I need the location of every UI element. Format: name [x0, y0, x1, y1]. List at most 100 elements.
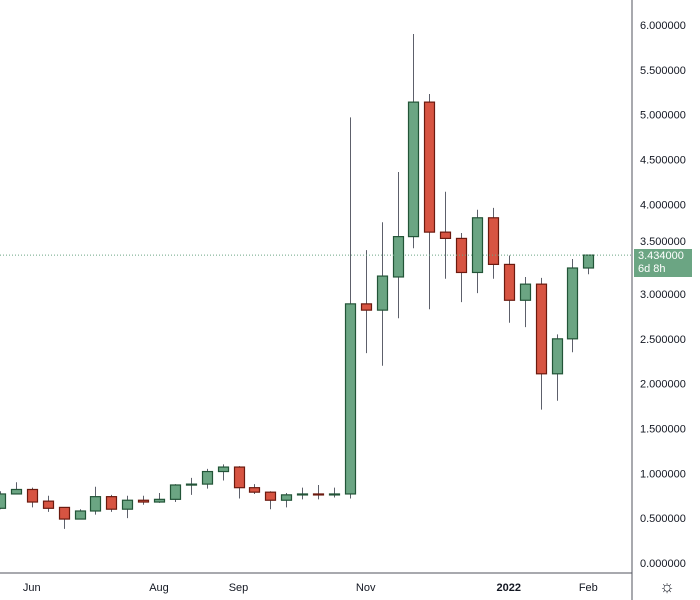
- candle-body-up: [217, 466, 230, 473]
- candle: [471, 209, 484, 294]
- candle: [566, 259, 579, 353]
- candle-body-up: [121, 499, 134, 510]
- candle-body-up: [392, 236, 405, 278]
- x-tick-label: Jun: [23, 582, 41, 594]
- x-tick-label: 2022: [497, 582, 521, 594]
- candle: [248, 484, 261, 494]
- candle-body-up: [296, 493, 309, 496]
- candle-body-up: [185, 483, 198, 486]
- candle: [535, 277, 548, 410]
- candle: [551, 334, 564, 401]
- candle: [392, 172, 405, 319]
- candle-body-down: [58, 506, 71, 520]
- y-tick-label: 1.500000: [640, 424, 686, 436]
- candle-body-up: [328, 493, 341, 496]
- candle: [42, 495, 55, 512]
- candle: [217, 464, 230, 481]
- last-price-badge: 3.434000 6d 8h: [634, 249, 692, 277]
- candle-body-down: [439, 231, 452, 240]
- candle-body-down: [137, 499, 150, 503]
- candle-body-down: [233, 466, 246, 489]
- candle: [407, 33, 420, 249]
- candle-body-down: [423, 101, 436, 233]
- candle-body-down: [105, 496, 118, 510]
- candle: [582, 254, 595, 275]
- candle: [153, 493, 166, 503]
- candle: [121, 495, 134, 519]
- candle-body-up: [344, 303, 357, 495]
- x-tick-label: Aug: [149, 582, 169, 594]
- gear-icon[interactable]: ☼: [659, 577, 675, 596]
- candle: [10, 482, 23, 495]
- x-tick-label: Nov: [356, 582, 376, 594]
- candle: [344, 117, 357, 499]
- candle: [185, 477, 198, 495]
- candle-body-down: [535, 283, 548, 375]
- candle-body-up: [551, 338, 564, 375]
- candle: [360, 250, 373, 354]
- candle: [487, 207, 500, 279]
- candle-body-up: [582, 254, 595, 269]
- candles: [0, 33, 595, 529]
- y-tick-label: 4.000000: [640, 199, 686, 211]
- candle: [169, 484, 182, 503]
- candle-body-up: [0, 493, 7, 509]
- candle-body-down: [487, 217, 500, 266]
- candle-body-up: [280, 494, 293, 501]
- candle: [137, 495, 150, 505]
- candle-body-down: [42, 500, 55, 509]
- candle-body-down: [360, 303, 373, 311]
- y-tick-label: 0.500000: [640, 513, 686, 525]
- y-tick-label: 3.500000: [640, 236, 686, 248]
- candle-body-up: [566, 267, 579, 340]
- candle-body-down: [264, 491, 277, 501]
- candle: [312, 484, 325, 500]
- candle: [105, 494, 118, 512]
- candle-body-up: [10, 488, 23, 495]
- last-price-value: 3.434000: [638, 250, 684, 262]
- candle-body-up: [169, 484, 182, 500]
- candle-body-up: [471, 217, 484, 274]
- candle-body-down: [312, 493, 325, 496]
- candle-body-up: [519, 283, 532, 301]
- y-tick-label: 3.000000: [640, 289, 686, 301]
- candle: [74, 509, 87, 520]
- y-tick-label: 0.000000: [640, 558, 686, 570]
- candle-body-up: [407, 101, 420, 238]
- candle: [233, 466, 246, 499]
- x-tick-label: Feb: [579, 582, 598, 594]
- candle: [376, 222, 389, 366]
- candle: [455, 233, 468, 303]
- y-tick-label: 5.500000: [640, 65, 686, 77]
- candle-body-up: [153, 498, 166, 503]
- candle-body-up: [201, 470, 214, 485]
- y-tick-label: 6.000000: [640, 20, 686, 32]
- candle: [280, 493, 293, 508]
- candle: [89, 486, 102, 515]
- y-tick-label: 2.000000: [640, 379, 686, 391]
- y-tick-label: 2.500000: [640, 334, 686, 346]
- x-tick-label: Sep: [229, 582, 249, 594]
- candle-body-down: [248, 487, 261, 493]
- candle: [328, 487, 341, 498]
- bar-countdown: 6d 8h: [638, 263, 666, 275]
- y-tick-label: 4.500000: [640, 155, 686, 167]
- candle: [519, 276, 532, 328]
- y-axis[interactable]: 0.000000 0.500000 1.000000 1.500000 2.000000…: [640, 20, 686, 570]
- y-tick-label: 1.000000: [640, 468, 686, 480]
- candle: [58, 506, 71, 529]
- candle-body-up: [376, 275, 389, 311]
- candle: [503, 255, 516, 323]
- x-axis[interactable]: Jun Aug Sep Nov 2022 Feb: [23, 582, 598, 594]
- candle: [423, 94, 436, 310]
- candle: [264, 491, 277, 510]
- candle: [0, 491, 7, 510]
- y-tick-label: 5.000000: [640, 110, 686, 122]
- candle: [201, 468, 214, 489]
- candle: [439, 191, 452, 279]
- candle: [296, 487, 309, 500]
- candle-body-down: [503, 263, 516, 301]
- candle-body-up: [74, 510, 87, 520]
- candle-body-up: [89, 496, 102, 512]
